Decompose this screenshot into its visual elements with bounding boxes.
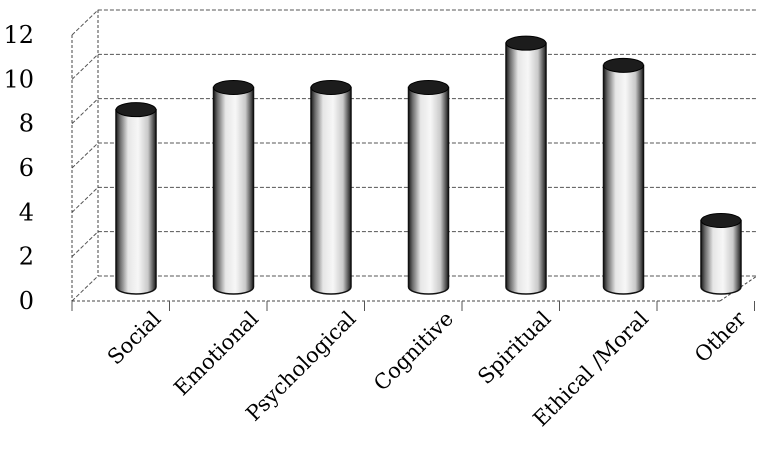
y-tick-label: 12	[3, 21, 34, 49]
y-tick-label: 4	[19, 198, 34, 226]
bar-top	[213, 80, 254, 95]
y-tick-label: 8	[19, 110, 34, 138]
bar-top	[603, 57, 644, 73]
bar-top	[408, 80, 449, 95]
bar-other	[700, 213, 742, 295]
bar-cognitive	[407, 80, 450, 295]
bar-body	[115, 108, 157, 295]
bar-emotional	[212, 80, 255, 295]
y-tick-label: 6	[19, 154, 34, 182]
gridline	[71, 53, 757, 80]
x-tick-label: Emotional	[169, 306, 263, 400]
bar-spiritual	[505, 35, 547, 295]
bar-body	[505, 42, 547, 295]
x-tick-label: Cognitive	[369, 307, 458, 396]
grid-layer	[71, 9, 758, 302]
bar-top	[310, 80, 352, 95]
bar-body	[310, 86, 352, 295]
bar-top	[700, 213, 742, 228]
y-tick-label: 0	[19, 287, 34, 315]
bar-social	[115, 102, 157, 295]
x-tick-label: Social	[103, 306, 166, 369]
gridline	[71, 9, 757, 36]
bar-top	[505, 35, 547, 51]
bar-ethical-moral	[602, 57, 645, 295]
x-tick-label: Spiritual	[473, 306, 556, 389]
bar-psychological	[310, 80, 352, 295]
bar-body	[602, 64, 645, 295]
bar-body	[212, 86, 255, 295]
y-axis: 0 2 4 6 8 10 12	[3, 21, 34, 315]
bars	[115, 35, 742, 295]
y-tick-label: 2	[19, 243, 34, 271]
bar-body	[407, 86, 450, 295]
x-tick-label: Other	[690, 306, 751, 367]
bar-top	[115, 102, 157, 118]
y-tick-label: 10	[3, 65, 34, 93]
bar-body	[700, 219, 742, 295]
